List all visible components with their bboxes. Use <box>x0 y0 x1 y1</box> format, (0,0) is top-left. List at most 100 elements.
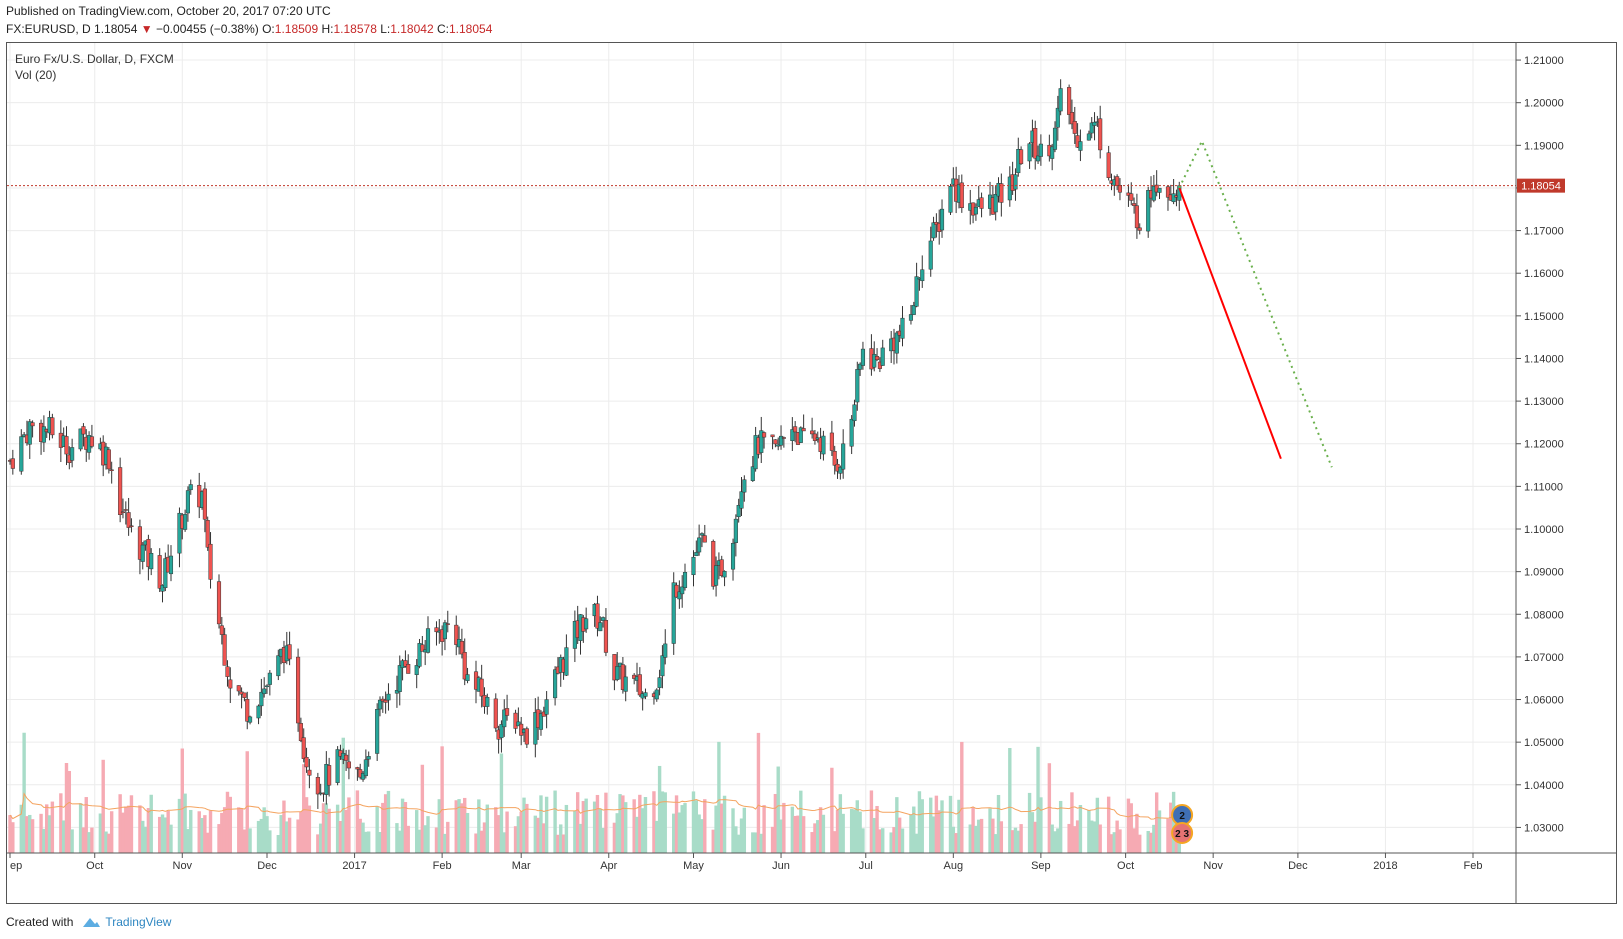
volume-bar <box>1070 792 1074 853</box>
candle-body <box>829 432 834 451</box>
candle-body <box>434 627 439 633</box>
volume-bar <box>485 804 490 853</box>
volume-bar <box>536 817 540 853</box>
event-markers[interactable]: 2 2 3 <box>1171 804 1194 844</box>
projection-lines[interactable] <box>1178 138 1333 468</box>
volume-bar <box>1098 824 1102 853</box>
price-tick-label: 1.07000 <box>1524 652 1564 664</box>
volume-bar <box>714 805 718 853</box>
candle-body <box>276 655 281 677</box>
volume-bar <box>655 820 659 853</box>
volume-bar <box>1008 748 1012 853</box>
volume-bar <box>19 804 23 853</box>
candle-body <box>386 693 391 701</box>
candle-body <box>298 723 303 741</box>
volume-bar <box>477 799 481 853</box>
candle-body <box>109 469 114 472</box>
candle-body <box>1134 205 1139 229</box>
volume-bar <box>875 805 879 853</box>
volume-bar <box>143 826 148 853</box>
candle-body <box>798 427 803 443</box>
volume-bar <box>872 818 876 853</box>
volume-bar <box>228 796 232 853</box>
volume-bar <box>160 814 165 853</box>
volume-bar <box>895 797 899 853</box>
volume-bar <box>940 800 944 853</box>
candle-body <box>222 634 227 666</box>
price-tick-label: 1.08000 <box>1524 609 1564 621</box>
candle-body <box>699 533 705 536</box>
volume-bar <box>1115 820 1119 853</box>
price-tick-label: 1.04000 <box>1524 780 1564 792</box>
candle-body <box>140 544 145 562</box>
candle-body <box>459 641 464 655</box>
price-chart[interactable]: 22 3 1.210001.200001.190001.180001.17000… <box>7 43 1616 903</box>
candle-body <box>202 488 207 520</box>
price-axis[interactable]: 1.210001.200001.190001.180001.170001.160… <box>1516 55 1564 834</box>
candle-body <box>420 644 425 652</box>
time-axis[interactable]: ep Oct Nov Dec 2017 Feb Mar Apr May Jun Jul Aug Sep O… <box>9 853 1482 872</box>
time-tick-label: Nov <box>1203 860 1223 872</box>
candle-body <box>821 435 826 455</box>
volume-bar <box>341 737 345 853</box>
volume-bar <box>70 829 74 853</box>
candle-body <box>948 186 953 213</box>
volume-bar <box>157 816 162 853</box>
candle-body <box>1019 149 1024 165</box>
candle-body <box>106 449 111 470</box>
volume-bar <box>680 805 684 853</box>
price-tick-label: 1.03000 <box>1524 822 1564 834</box>
volume-bar <box>1132 828 1136 853</box>
time-tick-label: ep <box>10 860 22 872</box>
candle-body <box>872 354 877 368</box>
volume-bar <box>81 827 86 853</box>
volume-bar <box>1129 803 1133 853</box>
tradingview-link[interactable]: TradingView <box>79 915 171 929</box>
volume-bar <box>1118 829 1122 853</box>
candle-body <box>315 777 320 795</box>
candle-body <box>858 363 863 370</box>
candle-body <box>773 439 778 445</box>
candle-body <box>485 696 490 707</box>
volume-bar <box>45 804 49 853</box>
volume-bar <box>423 825 427 853</box>
volume-bar <box>578 823 583 853</box>
volume-bar <box>556 834 560 853</box>
candle-body <box>123 509 128 511</box>
series-legend[interactable]: Euro Fx/U.S. Dollar, D, FXCM <box>15 52 174 66</box>
price-tick-label: 1.14000 <box>1524 353 1564 365</box>
volume-bar <box>816 820 820 853</box>
volume-bar <box>200 818 204 853</box>
volume-bar <box>1050 824 1054 853</box>
volume-bar <box>1149 832 1153 853</box>
candle-body <box>236 685 241 692</box>
volume-bar <box>736 834 741 853</box>
volume-bar <box>1016 830 1020 853</box>
volume-bar <box>1010 830 1015 853</box>
candle-body <box>875 356 880 361</box>
volume-bar <box>516 816 521 853</box>
volume-bar <box>920 799 924 853</box>
volume-legend[interactable]: Vol (20) <box>15 68 56 82</box>
candle-body <box>129 525 134 528</box>
volume-bar <box>296 819 300 853</box>
volume-bar <box>138 805 142 853</box>
volume-bar <box>652 791 656 853</box>
volume-bar <box>11 822 15 853</box>
volume-bar <box>1056 828 1060 853</box>
time-tick-label: 2018 <box>1373 860 1397 872</box>
time-tick-label: Apr <box>600 860 617 872</box>
volume-bar <box>660 791 665 853</box>
chart-frame[interactable]: 22 3 1.210001.200001.190001.180001.17000… <box>6 42 1617 904</box>
volume-bar <box>564 804 569 853</box>
volume-bar <box>849 808 854 853</box>
candle-body <box>778 435 784 446</box>
candle-body <box>908 314 914 321</box>
candle-body <box>1038 143 1043 157</box>
volume-bar <box>638 794 642 853</box>
volume-bar <box>979 818 984 853</box>
volume-bar <box>909 814 913 853</box>
volume-bar <box>759 833 763 853</box>
volume-bar <box>598 808 602 853</box>
candle-body <box>931 222 936 239</box>
